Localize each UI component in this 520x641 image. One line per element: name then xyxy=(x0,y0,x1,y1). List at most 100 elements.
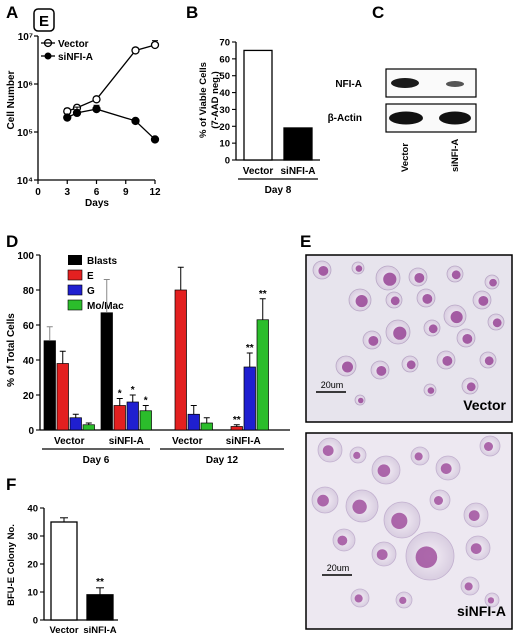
panel-d-y-tick-label: 40 xyxy=(23,356,35,367)
legend-label-vector: Vector xyxy=(58,39,89,50)
panel-b-y-tick-label: 40 xyxy=(219,88,230,99)
scale-bar-label-sinfia: 20um xyxy=(327,563,350,573)
legend-swatch-blasts xyxy=(68,255,82,265)
cell-nucleus xyxy=(492,318,502,328)
legend-label-g: G xyxy=(87,286,95,297)
panel-label-e: E xyxy=(300,232,311,251)
panel-d-bar-g xyxy=(69,417,82,431)
panel-b-ylabel-line1: % of Viable Cells xyxy=(198,62,209,138)
panel-f-category-label: Vector xyxy=(49,625,78,636)
panel-d-y-tick-label: 0 xyxy=(28,426,34,437)
panel-a-point-sinfia xyxy=(72,108,82,118)
panel-d-condition-label: Vector xyxy=(172,436,203,447)
cell-nucleus xyxy=(352,499,367,514)
panel-f-y-tick-label: 20 xyxy=(27,560,38,571)
cell-nucleus xyxy=(478,295,489,306)
legend-swatch-e xyxy=(67,269,83,281)
cell-nucleus xyxy=(442,355,453,366)
panel-b-bar-sinfia xyxy=(283,127,313,161)
blot-band-nfia-sinfia xyxy=(446,81,464,87)
cell-nucleus xyxy=(451,270,461,280)
cell-nucleus xyxy=(393,326,407,340)
cell-nucleus xyxy=(450,311,463,324)
panel-f-category-label: siNFI-A xyxy=(83,625,116,636)
panel-d-bar-momac xyxy=(82,424,95,431)
panel-b-y-tick-label: 20 xyxy=(219,122,230,133)
panel-a-point-sinfia xyxy=(131,116,140,126)
legend-swatch-g xyxy=(67,284,83,296)
cell-nucleus xyxy=(376,365,387,376)
panel-d-bar-e xyxy=(230,426,243,431)
panel-a-x-tick-label: 3 xyxy=(64,187,70,198)
panel-d-day-label: Day 6 xyxy=(83,455,110,466)
cell-nucleus xyxy=(399,596,407,605)
panel-b-category-label: Vector xyxy=(243,166,274,177)
panel-d-ylabel: % of Total Cells xyxy=(6,313,17,387)
panel-f-y-tick-label: 0 xyxy=(33,616,38,627)
panel-a-y-tick-label: 10⁴ xyxy=(17,176,33,187)
cell-nucleus xyxy=(318,265,329,276)
panel-b-y-tick-label: 10 xyxy=(219,139,230,150)
cell-nucleus xyxy=(322,445,334,456)
blot-lane-label-sinfia: siNFI-A xyxy=(450,139,461,172)
cell-nucleus xyxy=(422,293,433,304)
panel-d-bar-g xyxy=(126,401,139,431)
panel-f-y-tick-label: 40 xyxy=(27,504,38,515)
cell-nucleus xyxy=(464,582,473,591)
panel-d-bar-momac xyxy=(139,410,152,431)
panel-f-bar-chart: BFU-E Colony No. 0 10 20 30 40 Vector ** siNFI-… xyxy=(6,504,118,636)
cell-nucleus xyxy=(353,451,361,459)
legend-label-momac: Mo/Mac xyxy=(87,301,124,312)
cell-nucleus xyxy=(487,597,495,604)
cell-nucleus xyxy=(383,272,397,286)
boxed-label-e: E xyxy=(39,13,49,30)
blot-lane-label-vector: Vector xyxy=(400,143,411,172)
panel-d-significance: ** xyxy=(246,343,254,354)
panel-d-condition-label: siNFI-A xyxy=(226,436,261,447)
panel-d-condition-label: Vector xyxy=(54,436,85,447)
cell-nucleus xyxy=(440,463,452,474)
panel-label-f: F xyxy=(6,475,16,494)
cell-nucleus xyxy=(355,295,368,308)
panel-a-y-tick-label: 10⁶ xyxy=(17,80,33,91)
cell-nucleus xyxy=(414,452,423,461)
panel-d-significance: * xyxy=(144,396,148,407)
panel-d-y-tick-label: 80 xyxy=(23,286,35,297)
cell-nucleus xyxy=(376,549,388,560)
cell-nucleus xyxy=(427,387,435,394)
panel-f-bar-vector xyxy=(50,521,78,621)
panel-b-y-tick-label: 70 xyxy=(219,38,230,49)
cell-nucleus xyxy=(414,272,425,283)
legend-label-e: E xyxy=(87,271,94,282)
panel-b-bar-vector xyxy=(243,49,273,161)
cell-nucleus xyxy=(377,464,391,478)
panel-b-ylabel-line2: (7-AAD neg.) xyxy=(210,71,221,129)
panel-a-x-tick-label: 0 xyxy=(35,187,41,198)
panel-d-legend: Blasts E G Mo/Mac xyxy=(67,255,124,312)
panel-f-y-tick-label: 10 xyxy=(27,588,38,599)
boxed-label-frame xyxy=(33,8,55,32)
panel-label-b: B xyxy=(186,3,198,22)
cell-nucleus xyxy=(317,494,329,507)
panel-d-bar-blasts xyxy=(100,312,113,431)
cell-nucleus xyxy=(415,546,438,568)
panel-a-point-sinfia xyxy=(63,113,72,122)
cell-nucleus xyxy=(342,361,353,373)
cell-nucleus xyxy=(470,543,482,554)
panel-f-y-tick-label: 30 xyxy=(27,532,38,543)
blot-band-nfia-vector xyxy=(391,78,419,88)
panel-label-a: A xyxy=(6,3,18,22)
micrograph-vector xyxy=(305,254,513,423)
blot-row-label-nfia: NFI-A xyxy=(335,79,362,90)
panel-a-point-vector xyxy=(131,46,140,55)
cell-nucleus xyxy=(434,496,443,505)
panel-a-x-tick-label: 6 xyxy=(94,187,100,198)
panel-b-y-tick-label: 0 xyxy=(225,156,230,167)
panel-d-bar-g xyxy=(187,413,200,431)
micrograph-label-vector: Vector xyxy=(463,397,506,413)
panel-a-legend: Vector siNFI-A xyxy=(41,38,93,63)
panel-a-point-sinfia xyxy=(150,135,160,144)
cell-nucleus xyxy=(484,442,493,451)
panel-b-bar-chart: % of Viable Cells (7-AAD neg.) Day 8 0 10… xyxy=(198,38,320,196)
blot-band-actin-vector xyxy=(389,111,423,125)
